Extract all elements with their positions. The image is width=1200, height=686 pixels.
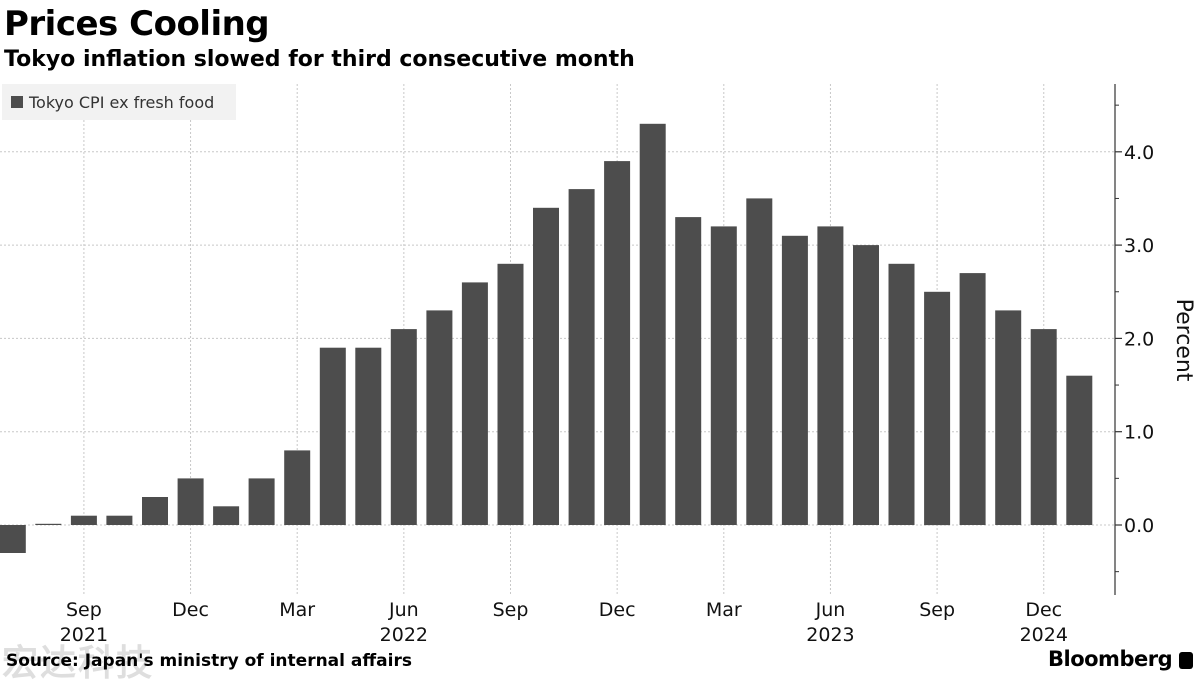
legend-label: Tokyo CPI ex fresh food [29, 92, 215, 112]
bar [0, 525, 26, 553]
x-tick-month: Sep [919, 599, 955, 621]
y-axis: 0.0 1.0 2.0 3.0 4.0 [1114, 84, 1154, 595]
bar [35, 523, 62, 525]
y-tick-label: 1.0 [1124, 422, 1154, 444]
chart-title: Prices Cooling [4, 4, 270, 44]
bar [177, 478, 204, 525]
bar [746, 198, 773, 525]
bar [248, 478, 275, 525]
bars [0, 123, 1093, 553]
x-tick-month: Jun [815, 599, 846, 621]
bar [390, 329, 417, 525]
bar [497, 263, 524, 525]
y-axis-title: Percent [1171, 299, 1196, 382]
x-axis-labels: Sep 2021 Dec Mar Jun 2022 Sep Dec Mar Jun 2023 Sep D… [60, 599, 1068, 646]
bar [853, 245, 879, 525]
bar [995, 310, 1022, 525]
bar [426, 310, 453, 525]
bar [568, 189, 595, 525]
x-tick-month: Dec [1025, 599, 1062, 621]
bar [70, 515, 97, 525]
bar [888, 263, 915, 525]
bar [781, 235, 808, 526]
chart-subtitle: Tokyo inflation slowed for third consecu… [4, 47, 635, 72]
x-tick-month: Jun [388, 599, 419, 621]
legend: Tokyo CPI ex fresh food [2, 84, 236, 120]
bar [533, 207, 559, 526]
bar [319, 347, 346, 525]
x-tick-month: Dec [172, 599, 209, 621]
bar [604, 161, 631, 525]
bar [142, 497, 168, 525]
bar [710, 226, 737, 525]
bar-chart: 0.0 1.0 2.0 3.0 4.0 Sep 2021 Dec Mar Jun 2022 Sep D… [0, 84, 1196, 646]
bar [1066, 375, 1093, 525]
y-tick-label: 4.0 [1124, 142, 1154, 164]
x-tick-year: 2021 [60, 624, 108, 646]
y-tick-label: 0.0 [1124, 515, 1154, 537]
legend-swatch [11, 96, 23, 108]
y-tick-label: 2.0 [1124, 328, 1154, 350]
bloomberg-logo: Bloomberg [1048, 647, 1173, 671]
bar [355, 347, 382, 525]
bar [817, 226, 844, 525]
x-tick-year: 2022 [380, 624, 428, 646]
x-tick-month: Sep [493, 599, 529, 621]
bar [461, 282, 488, 525]
source-note: Source: Japan's ministry of internal aff… [6, 651, 412, 671]
x-tick-month: Mar [279, 599, 315, 621]
bloomberg-terminal-icon [1179, 652, 1193, 669]
bar [213, 506, 240, 525]
bar [675, 217, 702, 525]
bar [284, 450, 311, 525]
bar [106, 515, 133, 525]
bar [639, 123, 666, 526]
x-tick-month: Sep [66, 599, 102, 621]
x-tick-month: Mar [706, 599, 742, 621]
bar [924, 291, 951, 526]
bar [1030, 329, 1057, 525]
bar [959, 273, 986, 525]
x-tick-year: 2024 [1020, 624, 1068, 646]
x-tick-month: Dec [599, 599, 636, 621]
y-tick-label: 3.0 [1124, 235, 1154, 257]
x-tick-year: 2023 [806, 624, 854, 646]
